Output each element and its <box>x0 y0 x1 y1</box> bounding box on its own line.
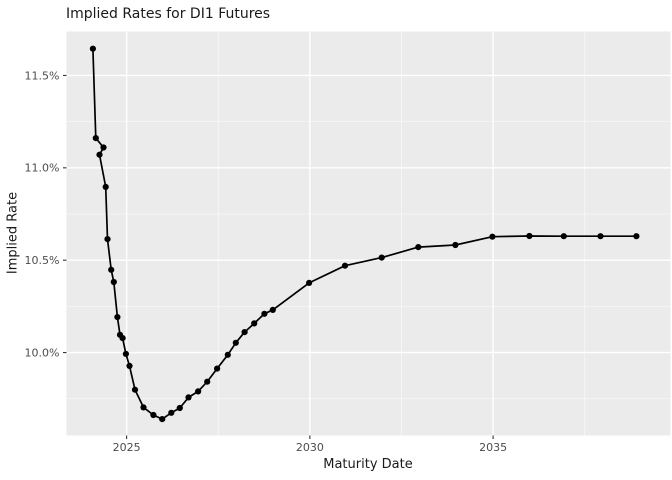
data-point <box>131 386 139 393</box>
x-tick-label: 2030 <box>296 441 324 454</box>
x-tick-label: 2035 <box>479 441 507 454</box>
data-point <box>92 135 99 142</box>
data-point <box>108 266 115 273</box>
data-point <box>378 254 385 261</box>
data-point <box>195 388 202 395</box>
data-point <box>269 306 276 313</box>
y-tick-label: 11.0% <box>25 162 60 175</box>
y-axis-title: Implied Rate <box>5 191 21 275</box>
data-point <box>114 314 121 321</box>
data-point <box>214 365 221 372</box>
data-point <box>119 335 126 342</box>
data-point <box>104 236 111 243</box>
x-axis-title: Maturity Date <box>323 457 413 472</box>
data-point <box>140 404 147 411</box>
data-point <box>176 404 183 412</box>
data-point <box>560 233 567 240</box>
panel-background <box>66 31 671 436</box>
data-point <box>306 279 313 286</box>
y-tick-label: 11.5% <box>25 69 60 82</box>
data-point <box>110 278 117 286</box>
x-tick-label: 2025 <box>113 441 141 454</box>
y-tick-label: 10.5% <box>25 254 60 267</box>
data-point <box>232 339 239 346</box>
data-point <box>159 416 166 423</box>
data-point <box>96 151 103 158</box>
data-point <box>100 144 107 151</box>
data-point <box>150 411 157 419</box>
data-point <box>633 233 640 240</box>
data-point <box>126 362 133 369</box>
data-point <box>122 350 129 357</box>
data-point <box>452 241 459 249</box>
data-point <box>241 329 248 336</box>
data-point <box>102 183 109 190</box>
data-point <box>204 378 211 385</box>
data-point <box>341 262 349 269</box>
y-tick-label: 10.0% <box>25 346 60 359</box>
data-point <box>597 233 604 240</box>
data-point <box>261 310 268 317</box>
data-point <box>251 320 258 327</box>
data-point <box>415 244 422 251</box>
data-point <box>489 233 496 240</box>
data-point <box>89 45 96 52</box>
chart-title: Implied Rates for DI1 Futures <box>66 6 271 22</box>
data-point <box>185 394 192 401</box>
data-point <box>168 409 175 416</box>
data-point <box>526 232 533 240</box>
data-point <box>224 351 231 358</box>
